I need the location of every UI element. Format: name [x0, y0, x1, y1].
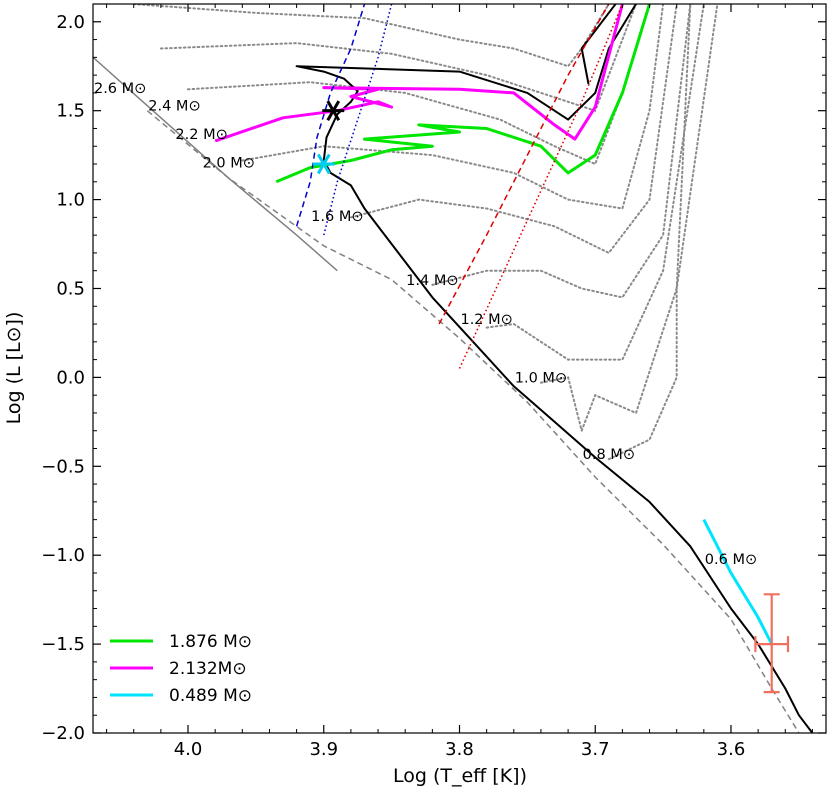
legend-label-2: 2.132M⊙: [169, 659, 247, 679]
mass-label-7: 1.2 M⊙: [460, 312, 512, 328]
y-tick-label: −1.0: [41, 545, 85, 566]
y-tick-label: 1.5: [56, 101, 85, 122]
grey-track-1: [132, 4, 610, 68]
star-marker-2: [312, 153, 335, 175]
mass-label-3: 2.2 M⊙: [175, 127, 227, 143]
x-tick-label: 3.7: [581, 739, 610, 760]
star-marker-1: [322, 100, 345, 121]
error-bar: [754, 593, 790, 694]
axis-ticks: 4.0 3.9 3.8 3.7 3.6 2.0 1.5 1.0 0.5 0.0 −0.5 −1.0 −1…: [41, 4, 826, 760]
legend: 1.876 M⊙ 2.132M⊙ 0.489 M⊙: [110, 632, 252, 706]
y-tick-label: 2.0: [56, 12, 85, 33]
mass-label-5: 1.6 M⊙: [311, 209, 363, 225]
y-tick-label: 0.0: [56, 367, 85, 388]
y-tick-label: −0.5: [41, 456, 85, 477]
mass-label-4: 2.0 M⊙: [203, 156, 255, 172]
grey-track-5: [349, 4, 678, 255]
series-line-11: [458, 4, 624, 369]
grey-track-3: [187, 4, 651, 166]
y-tick-label: 0.5: [56, 278, 85, 299]
mass-label-2: 2.4 M⊙: [148, 99, 200, 115]
plot-area: [93, 4, 814, 733]
x-axis-label: Log (T_eff [K]): [393, 765, 527, 787]
y-tick-label: −1.5: [41, 634, 85, 655]
y-tick-label: −2.0: [41, 723, 85, 744]
mass-label-10: 0.6 M⊙: [705, 552, 757, 568]
series-line-4: [580, 4, 617, 85]
mass-label-6: 1.4 M⊙: [406, 273, 458, 289]
legend-label-3: 0.489 M⊙: [169, 686, 252, 706]
grey-track-6: [431, 4, 692, 299]
mass-label-8: 1.0 M⊙: [515, 371, 567, 387]
y-axis-label: Log (L [L⊙]): [3, 312, 25, 425]
series-layer: [93, 4, 814, 733]
x-tick-label: 3.8: [445, 739, 474, 760]
x-tick-label: 3.9: [309, 739, 338, 760]
series-line-5: [275, 4, 651, 184]
mass-label-9: 0.8 M⊙: [583, 447, 635, 463]
mass-label-1: 2.6 M⊙: [94, 81, 146, 97]
x-tick-label: 3.6: [717, 739, 746, 760]
grey-track-7: [485, 4, 705, 361]
grey-track-4: [241, 4, 665, 210]
series-line-7: [702, 518, 774, 645]
mass-labels: 2.6 M⊙2.4 M⊙ 2.2 M⊙ 2.0 M⊙ 1.6 M⊙ 1.4 M⊙ 1.2 …: [94, 81, 757, 568]
x-tick-label: 4.0: [174, 739, 203, 760]
series-line-8: [295, 4, 366, 227]
legend-label-1: 1.876 M⊙: [169, 632, 252, 652]
series-line-2: [146, 110, 800, 733]
series-line-3: [295, 4, 814, 733]
star-marker-stroke: [316, 153, 331, 175]
series-line-10: [438, 4, 610, 325]
grey-track-2: [159, 4, 637, 112]
star-marker-stroke: [326, 100, 341, 121]
grey-track-9: [607, 4, 692, 461]
y-tick-label: 1.0: [56, 190, 85, 211]
marker-layer: [312, 100, 790, 694]
series-line-6: [214, 4, 624, 143]
